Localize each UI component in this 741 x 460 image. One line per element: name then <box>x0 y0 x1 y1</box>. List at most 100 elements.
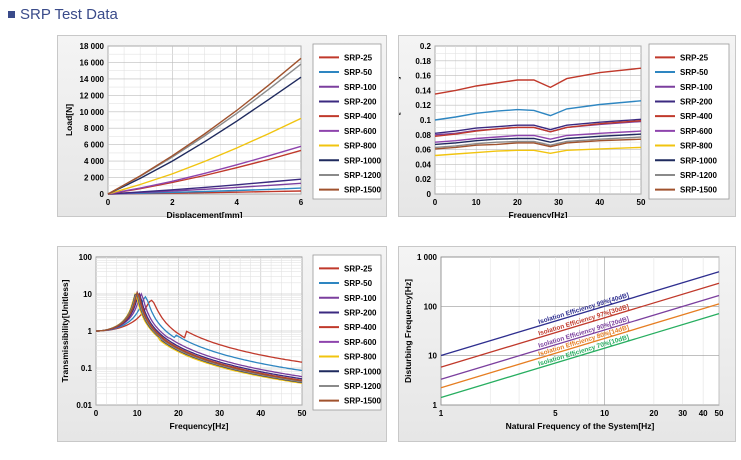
series-line-srp-25 <box>434 67 642 95</box>
page-title-text: SRP Test Data <box>20 6 118 23</box>
y-tick-label: 16 000 <box>80 58 105 67</box>
x-tick-label: 20 <box>174 409 183 418</box>
y-tick-label: 0 <box>427 190 432 199</box>
legend-label-srp-100: SRP-100 <box>344 294 377 303</box>
legend-label-srp-1500: SRP-1500 <box>344 186 381 195</box>
load-displacement-chart: 0 2 4 6 0 2 000 4 000 6 000 8 000 10 000 12 000 14 … <box>57 35 387 218</box>
y-tick-label: 100 <box>79 253 93 262</box>
y-tick-label: 14 000 <box>80 75 105 84</box>
y-tick-label: 0.18 <box>415 57 431 66</box>
series-line-srp-1500 <box>96 290 303 382</box>
series-line-srp-800 <box>107 117 302 195</box>
x-tick-label: 6 <box>299 198 304 207</box>
series-line-isolation-efficiency-99-40db <box>440 271 720 357</box>
series-line-srp-600 <box>107 145 302 195</box>
series-line-srp-200 <box>107 178 302 195</box>
y-tick-label: 0.02 <box>415 175 431 184</box>
x-tick-label: 0 <box>94 409 99 418</box>
y-tick-label: 4 000 <box>84 157 105 166</box>
series-line-srp-1200 <box>96 291 303 383</box>
y-tick-label: 2 000 <box>84 174 105 183</box>
series-line-srp-600 <box>434 130 642 143</box>
x-tick-label: 50 <box>298 409 307 418</box>
y-tick-label: 8 000 <box>84 124 105 133</box>
legend-label-srp-1000: SRP-1000 <box>344 367 381 376</box>
y-tick-label: 18 000 <box>80 42 105 51</box>
x-tick-label: 1 <box>439 409 444 418</box>
legend-label-srp-1500: SRP-1500 <box>680 186 717 195</box>
legend-label-srp-600: SRP-600 <box>344 127 377 136</box>
y-axis-title: Transmissibility[Unitless] <box>60 279 70 382</box>
loss-chart-svg: 0 10 20 30 40 50 0 0.02 0.04 0.06 0.08 0.1 0.12 0.14 0… <box>399 42 730 218</box>
legend-label-srp-25: SRP-25 <box>680 53 709 62</box>
legend-label-srp-600: SRP-600 <box>344 338 377 347</box>
y-tick-label: 0.06 <box>415 146 431 155</box>
x-tick-label: 10 <box>600 409 609 418</box>
x-tick-label: 0 <box>433 198 438 207</box>
y-tick-label: 10 000 <box>80 108 105 117</box>
y-tick-label: 6 000 <box>84 141 105 150</box>
x-tick-label: 40 <box>699 409 708 418</box>
y-tick-label: 0 <box>100 190 105 199</box>
x-tick-label: 30 <box>678 409 687 418</box>
legend-label-srp-1200: SRP-1200 <box>344 171 381 180</box>
x-tick-label: 0 <box>106 198 111 207</box>
legend-label-srp-200: SRP-200 <box>344 97 377 106</box>
x-axis-title: Displacement[mm] <box>166 210 242 218</box>
y-tick-label: 0.04 <box>415 160 431 169</box>
series-line-srp-25 <box>96 299 303 363</box>
y-tick-label: 0.1 <box>420 116 432 125</box>
x-tick-label: 40 <box>595 198 604 207</box>
x-tick-label: 5 <box>553 409 558 418</box>
x-tick-label: 20 <box>649 409 658 418</box>
y-tick-label: 0.16 <box>415 72 431 81</box>
series-line-isolation-efficiency-90-20db <box>440 294 720 380</box>
legend-label-srp-200: SRP-200 <box>344 308 377 317</box>
legend-label-srp-400: SRP-400 <box>344 112 377 121</box>
legend-label-srp-800: SRP-800 <box>680 142 713 151</box>
legend-label-srp-100: SRP-100 <box>680 83 713 92</box>
legend-label-srp-1500: SRP-1500 <box>344 397 381 406</box>
y-tick-label: 10 <box>83 290 92 299</box>
legend-label-srp-1000: SRP-1000 <box>344 156 381 165</box>
x-tick-label: 40 <box>256 409 265 418</box>
series-line-srp-100 <box>96 292 303 378</box>
series-line-srp-1500 <box>107 57 302 195</box>
legend-label-srp-100: SRP-100 <box>344 83 377 92</box>
x-tick-label: 4 <box>234 198 239 207</box>
legend-label-srp-25: SRP-25 <box>344 53 373 62</box>
transmissibility-chart: 0 10 20 30 40 50 0.01 0.1 1 10 100 Frequency[Hz] Tra… <box>57 246 387 442</box>
isolation-efficiency-chart: 1 5 10 20 30 40 50 1 10 100 1 000 Isolation Efficie… <box>398 246 736 442</box>
x-tick-label: 20 <box>513 198 522 207</box>
legend-label-srp-200: SRP-200 <box>680 97 713 106</box>
x-tick-label: 30 <box>215 409 224 418</box>
legend-label-srp-50: SRP-50 <box>344 68 373 77</box>
legend-label-srp-1000: SRP-1000 <box>680 156 717 165</box>
legend-box <box>312 43 382 200</box>
x-tick-label: 10 <box>133 409 142 418</box>
legend-label-srp-600: SRP-600 <box>680 127 713 136</box>
series-line-srp-800 <box>434 146 642 157</box>
y-tick-label: 1 <box>433 401 438 410</box>
legend-label-srp-1200: SRP-1200 <box>680 171 717 180</box>
series-line-isolation-efficiency-80-14db <box>440 303 720 389</box>
series-line-isolation-efficiency-70-10db <box>440 313 720 399</box>
x-tick-label: 2 <box>170 198 175 207</box>
y-tick-label: 0.1 <box>81 364 93 373</box>
series-line-srp-400 <box>434 120 642 137</box>
legend-label-srp-1200: SRP-1200 <box>344 382 381 391</box>
x-tick-label: 30 <box>554 198 563 207</box>
series-line-srp-50 <box>434 100 642 121</box>
series-line-srp-50 <box>96 295 303 372</box>
series-line-isolation-efficiency-97-30db <box>440 282 720 368</box>
series-line-srp-200 <box>434 118 642 134</box>
x-tick-label: 10 <box>472 198 481 207</box>
y-tick-label: 0.14 <box>415 86 431 95</box>
x-axis-title: Frequency[Hz] <box>169 421 228 431</box>
x-axis-title: Natural Frequency of the System[Hz] <box>506 421 655 431</box>
y-tick-label: 0.12 <box>415 101 431 110</box>
series-line-srp-1000 <box>434 133 642 146</box>
y-tick-label: 1 <box>88 327 93 336</box>
loss-factor-chart: 0 10 20 30 40 50 0 0.02 0.04 0.06 0.08 0.1 0.12 0.14 0… <box>398 35 736 218</box>
legend-label-srp-800: SRP-800 <box>344 353 377 362</box>
